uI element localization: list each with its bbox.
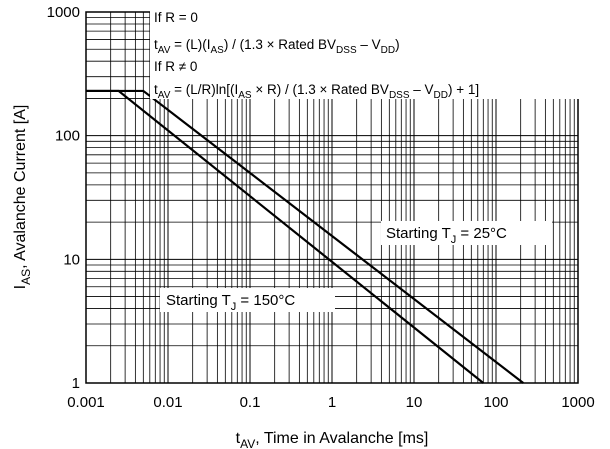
y-tick-labels: 1 10 100 1000 bbox=[47, 4, 80, 392]
annotation-line-2: tAV = (L)(IAS) / (1.3 × Rated BVDSS – VD… bbox=[154, 37, 400, 56]
y-tick-label: 1000 bbox=[47, 4, 80, 21]
y-tick-label: 100 bbox=[55, 128, 80, 145]
y-axis-title: IAS, Avalanche Current [A] bbox=[12, 105, 33, 290]
x-tick-labels: 0.001 0.01 0.1 1 10 100 1000 bbox=[67, 394, 594, 411]
x-tick-label: 0.001 bbox=[67, 394, 105, 411]
x-tick-label: 10 bbox=[406, 394, 423, 411]
label-starting-tj-150c: Starting TJ = 150°C bbox=[166, 292, 295, 313]
x-axis-title: tAV, Time in Avalanche [ms] bbox=[236, 430, 429, 449]
label-starting-tj-25c: Starting TJ = 25°C bbox=[386, 225, 507, 246]
y-tick-label: 1 bbox=[72, 375, 80, 392]
annotation-line-3: If R ≠ 0 bbox=[154, 59, 197, 74]
annotation-box bbox=[150, 9, 580, 99]
label-bg-150c bbox=[160, 288, 335, 312]
curves bbox=[86, 89, 524, 384]
annotation-line-4: tAV = (L/R)ln[(IAS × R) / (1.3 × Rated B… bbox=[154, 82, 479, 101]
y-tick-label: 10 bbox=[63, 251, 80, 268]
x-tick-label: 1 bbox=[328, 394, 336, 411]
series-line-1 bbox=[86, 89, 484, 384]
label-bg-25c bbox=[381, 221, 552, 245]
annotation-line-1: If R = 0 bbox=[154, 10, 198, 25]
x-tick-label: 1000 bbox=[561, 394, 594, 411]
x-tick-label: 0.01 bbox=[153, 394, 182, 411]
x-tick-label: 100 bbox=[483, 394, 508, 411]
x-tick-label: 0.1 bbox=[240, 394, 261, 411]
